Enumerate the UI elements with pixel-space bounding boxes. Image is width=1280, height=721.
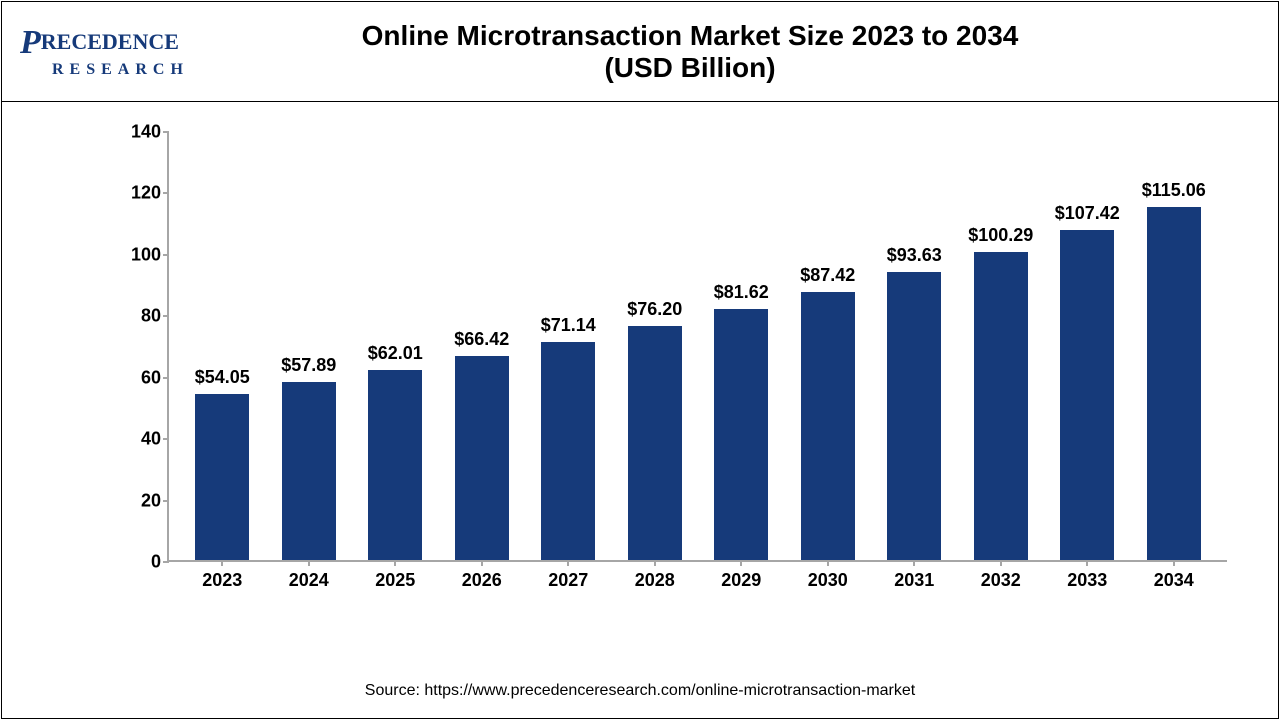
bar-value-label: $57.89 [281,355,336,376]
x-tick-label: 2030 [808,570,848,591]
bar-value-label: $93.63 [887,245,942,266]
logo-word: RECEDENCE [41,29,179,54]
bar-column: $62.012025 [352,132,439,560]
bar-value-label: $107.42 [1055,203,1120,224]
bar [455,356,509,560]
bar [974,252,1028,560]
bar [1060,230,1114,560]
x-tick-mark [221,560,223,566]
logo: PRECEDENCE RESEARCH [2,26,202,78]
y-tick-label: 40 [119,429,169,450]
bar-column: $76.202028 [612,132,699,560]
x-tick-label: 2023 [202,570,242,591]
header: PRECEDENCE RESEARCH Online Microtransact… [2,2,1278,102]
x-tick-mark [1086,560,1088,566]
bar [195,394,249,560]
x-tick-mark [1173,560,1175,566]
source-text: Source: https://www.precedenceresearch.c… [2,682,1278,700]
chart-title: Online Microtransaction Market Size 2023… [202,20,1178,52]
plot: $54.052023$57.892024$62.012025$66.422026… [167,132,1227,562]
x-tick-label: 2024 [289,570,329,591]
x-tick-mark [654,560,656,566]
bar-column: $54.052023 [179,132,266,560]
bar-column: $81.622029 [698,132,785,560]
x-tick-mark [913,560,915,566]
x-tick-label: 2032 [981,570,1021,591]
y-tick-label: 140 [119,122,169,143]
x-tick-mark [740,560,742,566]
y-tick-label: 120 [119,183,169,204]
logo-sub: RESEARCH [52,62,202,78]
x-tick-mark [567,560,569,566]
y-tick-label: 100 [119,244,169,265]
bars-group: $54.052023$57.892024$62.012025$66.422026… [169,132,1227,560]
bar-column: $71.142027 [525,132,612,560]
bar-value-label: $76.20 [627,299,682,320]
x-tick-mark [308,560,310,566]
chart-container: PRECEDENCE RESEARCH Online Microtransact… [1,1,1279,719]
y-tick-label: 0 [119,552,169,573]
x-tick-label: 2029 [721,570,761,591]
bar-value-label: $54.05 [195,367,250,388]
x-tick-mark [1000,560,1002,566]
bar-value-label: $100.29 [968,225,1033,246]
y-tick-label: 80 [119,306,169,327]
bar-value-label: $115.06 [1142,180,1206,201]
x-tick-label: 2027 [548,570,588,591]
bar-value-label: $62.01 [368,343,423,364]
x-tick-mark [827,560,829,566]
bar-value-label: $81.62 [714,282,769,303]
bar-column: $57.892024 [266,132,353,560]
bar-column: $107.422033 [1044,132,1131,560]
x-tick-label: 2031 [894,570,934,591]
bar-value-label: $87.42 [800,265,855,286]
x-tick-label: 2028 [635,570,675,591]
chart-area: $54.052023$57.892024$62.012025$66.422026… [127,132,1227,602]
bar-column: $87.422030 [785,132,872,560]
bar [714,309,768,560]
y-tick-label: 20 [119,490,169,511]
x-tick-label: 2034 [1154,570,1194,591]
chart-subtitle: (USD Billion) [202,52,1178,84]
x-tick-label: 2026 [462,570,502,591]
x-tick-label: 2033 [1067,570,1107,591]
bar-column: $93.632031 [871,132,958,560]
bar [887,272,941,560]
bar [282,382,336,560]
bar [628,326,682,560]
bar [368,370,422,560]
bar-value-label: $71.14 [541,315,596,336]
bar [1147,207,1201,560]
x-tick-mark [481,560,483,566]
x-tick-label: 2025 [375,570,415,591]
bar-column: $115.062034 [1131,132,1218,560]
title-block: Online Microtransaction Market Size 2023… [202,20,1278,84]
x-tick-mark [394,560,396,566]
logo-initial: P [20,26,41,60]
bar-column: $66.422026 [439,132,526,560]
bar-value-label: $66.42 [454,329,509,350]
y-tick-label: 60 [119,367,169,388]
bar [541,342,595,561]
bar [801,292,855,561]
bar-column: $100.292032 [958,132,1045,560]
